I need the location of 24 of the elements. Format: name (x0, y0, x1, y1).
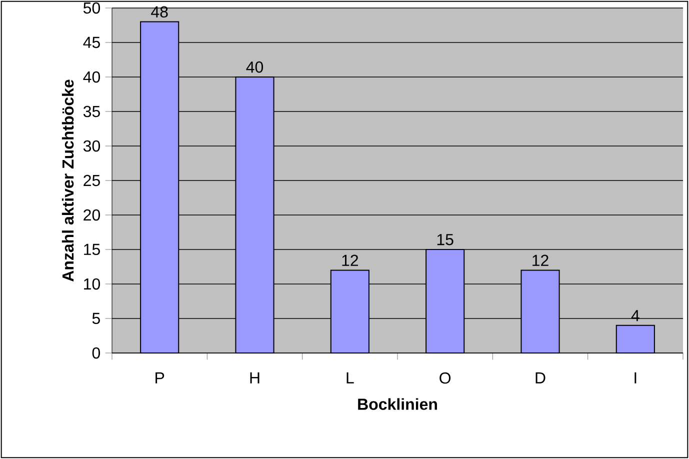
y-tick-label: 20 (84, 209, 100, 221)
y-tick-label: 45 (83, 36, 100, 48)
x-tick-label: L (346, 372, 354, 384)
y-tick-label: 35 (83, 106, 100, 118)
y-axis-title: Anzahl aktiver Zuchtböcke (62, 80, 74, 282)
data-label: 12 (532, 254, 548, 266)
y-tick-label: 15 (84, 244, 100, 256)
y-tick-label: 10 (84, 278, 100, 290)
x-tick-label: P (156, 372, 164, 384)
x-tick-label: H (250, 372, 260, 384)
y-tick-label: 5 (92, 312, 100, 324)
x-axis-title: Bocklinien (358, 398, 437, 410)
data-label: 40 (246, 61, 264, 73)
data-label: 12 (342, 254, 358, 266)
y-tick-label: 30 (83, 140, 100, 152)
y-tick-label: 50 (83, 2, 100, 14)
data-label: 15 (437, 234, 454, 246)
y-tick-label: 25 (84, 174, 100, 186)
x-tick-label: D (536, 372, 546, 384)
x-tick-label: O (440, 372, 451, 384)
y-tick-label: 40 (83, 71, 100, 83)
y-tick-label: 0 (92, 347, 100, 359)
x-tick-label: I (634, 372, 636, 384)
data-label: 48 (151, 6, 168, 18)
